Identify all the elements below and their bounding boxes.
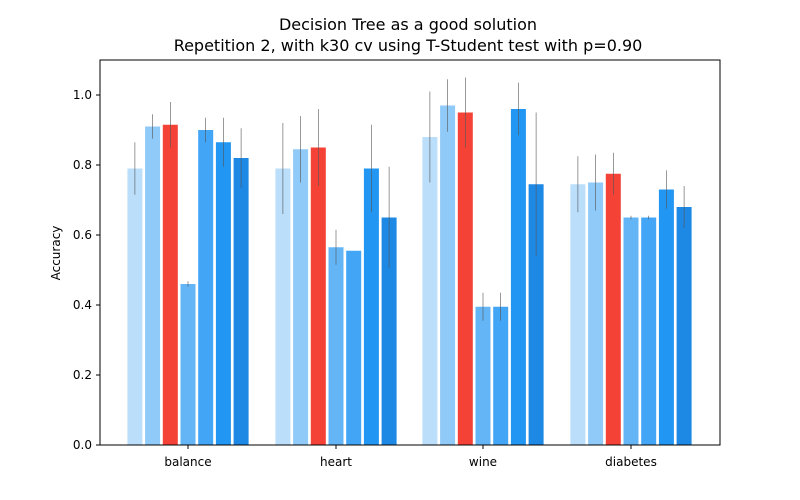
bar-wine-1: [422, 137, 438, 445]
bar-wine-4: [475, 306, 491, 445]
bar-heart-4: [328, 247, 344, 445]
x-tick-label-balance: balance: [164, 455, 211, 469]
bar-heart-2: [293, 149, 309, 445]
bar-wine-6: [510, 109, 526, 445]
bar-balance-5: [198, 130, 214, 445]
bar-balance-3: [162, 124, 178, 445]
bar-wine-5: [493, 306, 509, 445]
bar-wine-3: [457, 112, 473, 445]
y-tick-label: 0.4: [73, 298, 92, 312]
chart-subtitle: Repetition 2, with k30 cv using T-Studen…: [174, 36, 643, 55]
bar-heart-1: [275, 168, 291, 445]
x-axis: balance heart wine diabetes: [164, 445, 657, 469]
bar-diabetes-1: [570, 184, 586, 445]
bar-balance-7: [233, 158, 249, 445]
bar-diabetes-4: [623, 217, 639, 445]
y-axis-label: Accuracy: [49, 226, 63, 281]
bar-balance-2: [145, 126, 161, 445]
x-tick-label-heart: heart: [320, 455, 352, 469]
bar-wine-2: [440, 105, 456, 445]
bar-heart-5: [346, 250, 362, 445]
bar-diabetes-7: [676, 207, 692, 445]
error-bars-group: [134, 77, 685, 321]
bar-heart-3: [310, 147, 326, 445]
chart-title: Decision Tree as a good solution: [279, 15, 537, 34]
x-tick-label-wine: wine: [469, 455, 497, 469]
y-tick-label: 0.0: [73, 438, 92, 452]
bar-heart-7: [381, 217, 397, 445]
bar-balance-4: [180, 284, 196, 445]
y-tick-label: 0.2: [73, 368, 92, 382]
bar-heart-6: [363, 168, 379, 445]
bars-group: [127, 105, 692, 445]
bar-balance-1: [127, 168, 143, 445]
y-tick-label: 1.0: [73, 88, 92, 102]
y-tick-label: 0.6: [73, 228, 92, 242]
x-tick-label-diabetes: diabetes: [605, 455, 657, 469]
bar-diabetes-5: [641, 217, 657, 445]
bar-diabetes-6: [658, 189, 674, 445]
bar-balance-6: [215, 142, 231, 445]
plot-frame: [99, 59, 721, 446]
bar-diabetes-2: [588, 182, 604, 445]
bar-diabetes-3: [605, 173, 621, 445]
y-axis: 0.0 0.2 0.4 0.6 0.8 1.0: [73, 88, 100, 452]
y-tick-label: 0.8: [73, 158, 92, 172]
bar-wine-7: [528, 184, 544, 445]
